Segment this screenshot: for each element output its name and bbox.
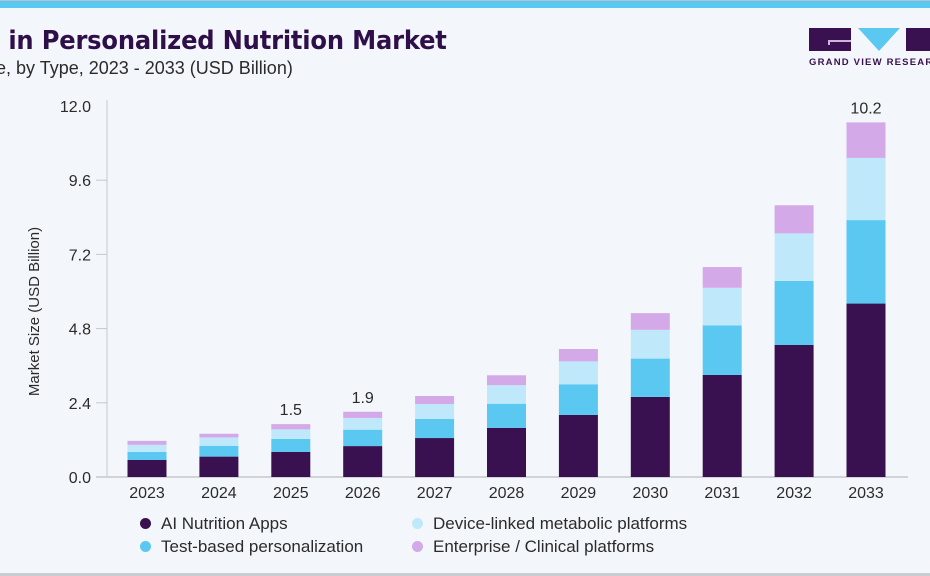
bar-segment-ai-nutrition-apps-2023 <box>127 459 167 477</box>
bar-segment-device-linked-metabolic-platforms-2030 <box>630 329 670 359</box>
legend-item-ai-nutrition-apps: AI Nutrition Apps <box>140 514 288 534</box>
bottom-border <box>0 573 930 576</box>
data-label: 1.9 <box>352 390 374 407</box>
bar-segment-ai-nutrition-apps-2028 <box>487 427 526 477</box>
accent-top-bar <box>0 0 930 8</box>
bar-segment-enterprise-clinical-platforms-2027 <box>415 395 455 405</box>
bar-segment-test-based-personalization-2025 <box>271 438 311 452</box>
chart-subtitle: e, by Type, 2023 - 2033 (USD Billion) <box>0 58 293 78</box>
legend-label: Enterprise / Clinical platforms <box>433 537 655 556</box>
bar-segment-ai-nutrition-apps-2033 <box>846 303 886 477</box>
legend-swatch <box>412 541 423 552</box>
y-axis-title: Market Size (USD Billion) <box>26 227 43 396</box>
bar-segment-device-linked-metabolic-platforms-2033 <box>846 157 886 221</box>
bar-segment-ai-nutrition-apps-2026 <box>343 446 383 477</box>
bar-segment-ai-nutrition-apps-2029 <box>558 414 598 477</box>
bar-segment-enterprise-clinical-platforms-2030 <box>630 313 670 330</box>
logo-text: GRAND VIEW RESEAR <box>809 57 930 68</box>
bar-segment-device-linked-metabolic-platforms-2031 <box>702 287 742 326</box>
bar-segment-enterprise-clinical-platforms-2026 <box>343 411 383 418</box>
bar-segment-ai-nutrition-apps-2024 <box>199 456 239 477</box>
x-tick-label: 2027 <box>417 485 453 502</box>
bar-segment-test-based-personalization-2030 <box>630 358 670 397</box>
legend-item-test-based: Test-based personalization <box>140 537 363 557</box>
bar-segment-enterprise-clinical-platforms-2033 <box>846 122 886 158</box>
bar-segment-enterprise-clinical-platforms-2024 <box>199 433 239 438</box>
bar-segment-test-based-personalization-2028 <box>487 403 526 428</box>
bar-segment-test-based-personalization-2026 <box>343 429 383 447</box>
bar-segment-enterprise-clinical-platforms-2028 <box>487 375 526 386</box>
bar-segment-enterprise-clinical-platforms-2029 <box>558 349 598 362</box>
data-label: 10.2 <box>850 100 881 117</box>
y-tick-label: 9.6 <box>69 173 91 190</box>
bar-segment-enterprise-clinical-platforms-2025 <box>271 424 311 430</box>
x-tick-label: 2029 <box>561 485 597 502</box>
legend-item-enterprise-clinical: Enterprise / Clinical platforms <box>412 537 654 557</box>
legend-item-device-linked: Device-linked metabolic platforms <box>412 514 687 534</box>
x-tick-label: 2032 <box>776 485 812 502</box>
legend-swatch <box>140 541 151 552</box>
y-tick-label: 12.0 <box>60 99 91 116</box>
logo-block-right <box>906 28 930 51</box>
legend-swatch <box>412 518 423 529</box>
bar-segment-test-based-personalization-2029 <box>558 384 598 415</box>
x-tick-label: 2024 <box>201 485 237 502</box>
bar-segment-device-linked-metabolic-platforms-2024 <box>199 437 239 446</box>
y-tick-label: 0.0 <box>69 470 91 487</box>
y-tick-label: 4.8 <box>69 322 91 339</box>
bar-segment-test-based-personalization-2031 <box>702 325 742 375</box>
labels: 2023 2024 2025 1.5 2026 1.9 2027 2028 2029 2030 20… <box>129 100 884 502</box>
bar-segment-device-linked-metabolic-platforms-2026 <box>343 417 383 430</box>
bar-segment-ai-nutrition-apps-2025 <box>271 451 311 477</box>
bar-segment-test-based-personalization-2023 <box>127 451 167 460</box>
x-tick-label: 2023 <box>129 485 165 502</box>
bar-segment-ai-nutrition-apps-2030 <box>630 396 670 477</box>
y-tick-label: 7.2 <box>69 247 91 264</box>
bar-segment-enterprise-clinical-platforms-2032 <box>774 205 814 234</box>
bar-segment-ai-nutrition-apps-2032 <box>774 344 814 477</box>
bar-segment-test-based-personalization-2033 <box>846 220 886 304</box>
legend-label: Test-based personalization <box>161 537 364 556</box>
x-tick-label: 2030 <box>633 485 669 502</box>
x-tick-label: 2025 <box>273 485 309 502</box>
legend-swatch <box>140 518 151 529</box>
chart-title: l in Personalized Nutrition Market <box>0 26 447 56</box>
logo-triangle-icon <box>858 28 900 51</box>
bars <box>127 122 886 477</box>
bar-segment-test-based-personalization-2027 <box>415 418 455 439</box>
bar-segment-device-linked-metabolic-platforms-2027 <box>415 404 455 419</box>
bar-segment-enterprise-clinical-platforms-2023 <box>127 440 167 445</box>
data-label: 1.5 <box>280 402 302 419</box>
bar-segment-test-based-personalization-2024 <box>199 445 239 457</box>
bar-segment-device-linked-metabolic-platforms-2032 <box>774 233 814 281</box>
logo-block-left <box>809 28 851 51</box>
legend-label: Device-linked metabolic platforms <box>433 514 688 533</box>
bar-segment-device-linked-metabolic-platforms-2028 <box>487 385 526 404</box>
bar-segment-ai-nutrition-apps-2031 <box>702 374 742 477</box>
bar-segment-device-linked-metabolic-platforms-2023 <box>127 444 167 452</box>
x-tick-label: 2031 <box>704 485 740 502</box>
x-tick-label: 2026 <box>345 485 381 502</box>
y-tick-label: 2.4 <box>69 396 91 413</box>
bar-segment-test-based-personalization-2032 <box>774 280 814 345</box>
legend-label: AI Nutrition Apps <box>161 514 288 533</box>
x-tick-label: 2028 <box>489 485 525 502</box>
bar-segment-ai-nutrition-apps-2027 <box>415 438 455 477</box>
bar-segment-device-linked-metabolic-platforms-2029 <box>558 361 598 385</box>
grand-view-research-logo: GRAND VIEW RESEAR <box>809 28 930 74</box>
bar-segment-device-linked-metabolic-platforms-2025 <box>271 429 311 439</box>
x-tick-label: 2033 <box>848 485 884 502</box>
bar-segment-enterprise-clinical-platforms-2031 <box>702 267 742 288</box>
